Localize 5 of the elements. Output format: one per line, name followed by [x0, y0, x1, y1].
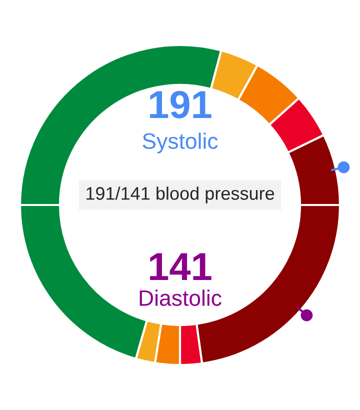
text: Diastolic: [140, 290, 222, 306]
text: 191/141 blood pressure: [86, 186, 274, 204]
text: 141: [150, 253, 212, 280]
text: 191: [150, 90, 212, 118]
text: Systolic: [142, 132, 218, 154]
